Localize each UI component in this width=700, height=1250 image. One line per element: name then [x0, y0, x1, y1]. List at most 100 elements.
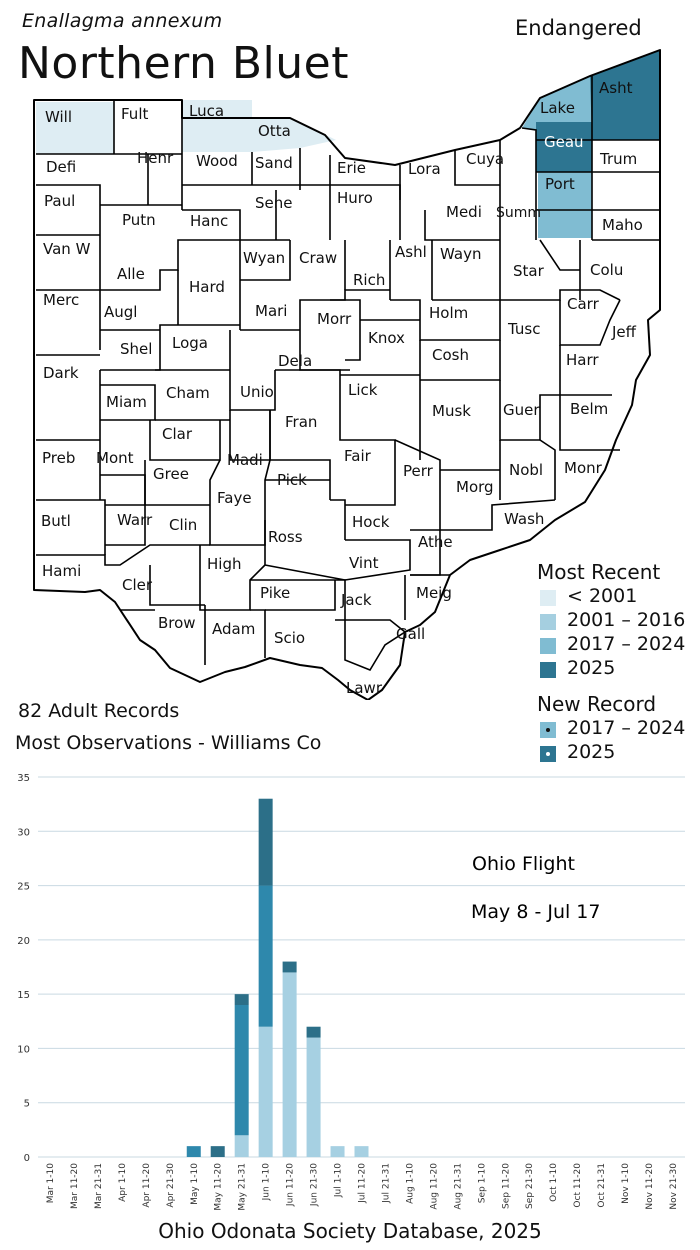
- county-label-warr: Warr: [117, 511, 153, 529]
- county-label-port: Port: [545, 175, 575, 193]
- x-tick-label: May 11-20: [214, 1163, 224, 1211]
- county-label-lake: Lake: [540, 99, 575, 117]
- county-label-morr: Morr: [317, 310, 352, 328]
- x-tick-label: Aug 1-10: [405, 1163, 415, 1204]
- county-label-ashl: Ashl: [395, 243, 427, 261]
- county-label-lick: Lick: [348, 381, 378, 399]
- bar-segment: [210, 1146, 225, 1157]
- county-label-erie: Erie: [337, 159, 366, 177]
- x-tick-label: Oct 11-20: [573, 1163, 583, 1208]
- status-label: Endangered: [515, 16, 642, 40]
- county-label-hami: Hami: [42, 562, 81, 580]
- legend-swatch-2025: [540, 662, 556, 678]
- county-label-holm: Holm: [429, 304, 468, 322]
- county-label-hanc: Hanc: [190, 212, 228, 230]
- county-label-morg: Morg: [456, 478, 494, 496]
- county-label-clar: Clar: [162, 425, 193, 443]
- county-label-huro: Huro: [337, 189, 373, 207]
- legend-label-2001-2016: 2001 – 2016: [567, 609, 686, 631]
- x-tick-label: Mar 11-20: [70, 1163, 80, 1209]
- x-tick-label: Sep 21-30: [525, 1163, 535, 1209]
- x-tick-label: Sep 1-10: [477, 1163, 487, 1204]
- x-tick-label: Apr 21-30: [166, 1163, 176, 1208]
- county-label-geau: Geau: [544, 133, 584, 151]
- county-boundaries: [36, 76, 660, 671]
- county-fill-asht: [590, 50, 660, 140]
- county-label-mont: Mont: [96, 449, 134, 467]
- x-tick-label: Jul 21-31: [381, 1163, 391, 1204]
- county-label-monr: Monr: [564, 459, 603, 477]
- grid-lines: [38, 776, 685, 1158]
- bar-segment: [282, 972, 297, 1157]
- y-tick-label: 35: [17, 773, 30, 784]
- county-label-rich: Rich: [353, 271, 385, 289]
- most-observations: Most Observations - Williams Co: [15, 732, 322, 754]
- county-label-gall: Gall: [396, 625, 425, 643]
- county-label-craw: Craw: [299, 249, 337, 267]
- x-tick-label: May 21-31: [238, 1163, 248, 1211]
- county-label-alle: Alle: [117, 265, 145, 283]
- county-fill-otta: [252, 118, 336, 152]
- county-label-vanw: Van W: [43, 240, 91, 258]
- bar-segment: [234, 994, 249, 1005]
- legend-newrec-label-2017-2024: 2017 – 2024: [567, 717, 686, 739]
- legend-label-2025: 2025: [567, 657, 616, 679]
- legend-label-pre2001: < 2001: [567, 585, 638, 607]
- county-fill-geau: [536, 122, 592, 172]
- county-label-fair: Fair: [344, 447, 372, 465]
- county-label-guer: Guer: [503, 401, 540, 419]
- county-label-meig: Meig: [416, 584, 452, 602]
- ohio-county-map: Will Fult Luca Otta Asht Lake Geau Trum …: [33, 49, 661, 700]
- flight-annotation-title: Ohio Flight: [472, 853, 575, 875]
- county-label-sene: Sene: [255, 194, 293, 212]
- legend-new-record-title: New Record: [537, 692, 657, 716]
- county-label-henr: Henr: [137, 149, 174, 167]
- y-tick-label: 5: [24, 1099, 30, 1110]
- x-tick-label: Jun 1-10: [262, 1163, 272, 1202]
- x-tick-label: Aug 11-20: [429, 1163, 439, 1210]
- county-label-will: Will: [45, 108, 72, 126]
- y-tick-label: 20: [17, 936, 30, 947]
- county-label-cosh: Cosh: [432, 346, 469, 364]
- bar-segment: [330, 1146, 345, 1157]
- county-label-clin: Clin: [169, 516, 197, 534]
- county-label-madi: Madi: [227, 451, 263, 469]
- x-tick-label: Nov 21-30: [669, 1163, 679, 1210]
- county-label-jack: Jack: [340, 591, 372, 609]
- bar-segment: [306, 1037, 321, 1157]
- county-label-wash: Wash: [504, 510, 544, 528]
- x-tick-label: Jun 11-20: [286, 1163, 296, 1207]
- county-label-sand: Sand: [255, 154, 293, 172]
- county-label-faye: Faye: [217, 489, 252, 507]
- county-label-hard: Hard: [189, 278, 225, 296]
- bar-segment: [306, 1026, 321, 1038]
- county-label-merc: Merc: [43, 291, 79, 309]
- y-tick-label: 30: [17, 827, 30, 838]
- county-fill-luca: [182, 100, 252, 152]
- flight-annotation-range: May 8 - Jul 17: [471, 901, 600, 923]
- county-label-nobl: Nobl: [509, 461, 543, 479]
- county-label-putn: Putn: [122, 211, 156, 229]
- county-label-adam: Adam: [212, 620, 255, 638]
- county-label-harr: Harr: [566, 351, 599, 369]
- county-label-pick: Pick: [277, 471, 307, 489]
- county-label-vint: Vint: [349, 554, 379, 572]
- scientific-name: Enallagma annexum: [22, 10, 223, 32]
- county-label-butl: Butl: [41, 512, 71, 530]
- legend-newrec-2017-2024-icon: [540, 722, 556, 738]
- y-tick-label: 15: [17, 990, 30, 1001]
- county-label-dark: Dark: [43, 364, 79, 382]
- county-label-mari: Mari: [255, 302, 287, 320]
- bar-segment: [234, 1005, 249, 1136]
- common-name: Northern Bluet: [18, 38, 349, 89]
- x-tick-label: Mar 21-31: [94, 1163, 104, 1209]
- county-label-star: Star: [513, 262, 545, 280]
- county-label-augl: Augl: [104, 303, 137, 321]
- legend-newrec-label-2025: 2025: [567, 741, 616, 763]
- x-tick-label: Nov 11-20: [645, 1163, 655, 1210]
- county-label-medi: Medi: [446, 203, 482, 221]
- county-label-trum: Trum: [599, 150, 637, 168]
- county-fill-lake: [522, 76, 592, 130]
- bar-segment: [186, 1146, 201, 1157]
- x-tick-label: May 1-10: [190, 1163, 200, 1205]
